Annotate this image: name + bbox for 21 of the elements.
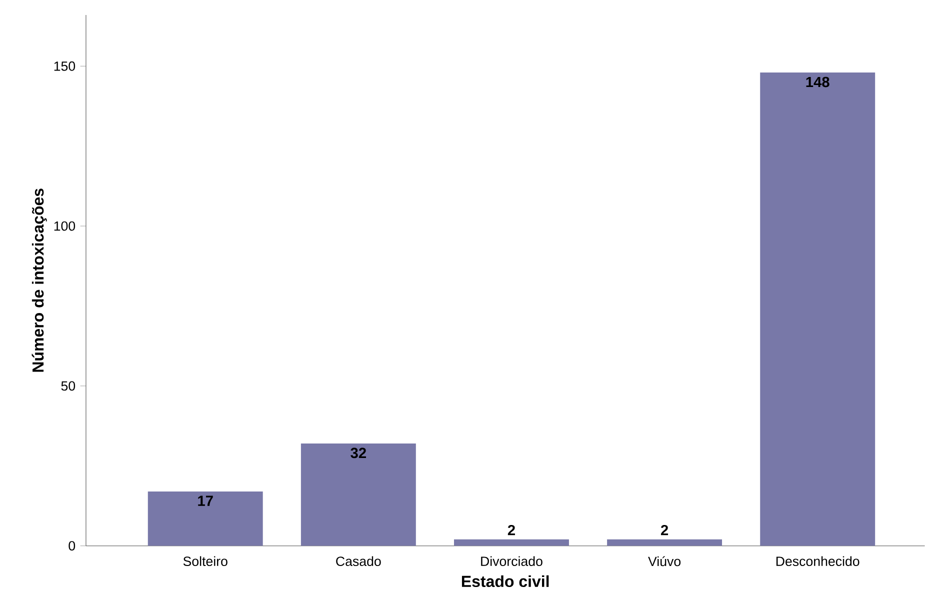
y-axis-title: Número de intoxicações [32, 188, 47, 372]
data-label: 2 [660, 525, 668, 536]
bar [300, 444, 416, 546]
x-tick-label: Viúvo [648, 556, 681, 566]
x-axis-title: Estado civil [462, 575, 549, 588]
data-label: 17 [198, 496, 213, 506]
y-tick-label: 100 [54, 221, 76, 231]
bar [607, 540, 722, 546]
y-tick-label: 50 [61, 381, 76, 391]
y-tick-label: 150 [54, 62, 76, 71]
data-label: 148 [806, 76, 830, 88]
bar [454, 540, 569, 546]
bar [760, 72, 876, 546]
y-tick-label: 0 [68, 541, 76, 551]
data-label: 32 [350, 448, 366, 458]
x-tick-label: Casado [336, 556, 381, 566]
data-label: 2 [508, 525, 515, 536]
x-tick-label: Solteiro [183, 556, 228, 566]
x-tick-label: Desconhecido [776, 556, 860, 566]
bar [148, 492, 263, 546]
x-tick-label: Divorciado [481, 556, 542, 566]
